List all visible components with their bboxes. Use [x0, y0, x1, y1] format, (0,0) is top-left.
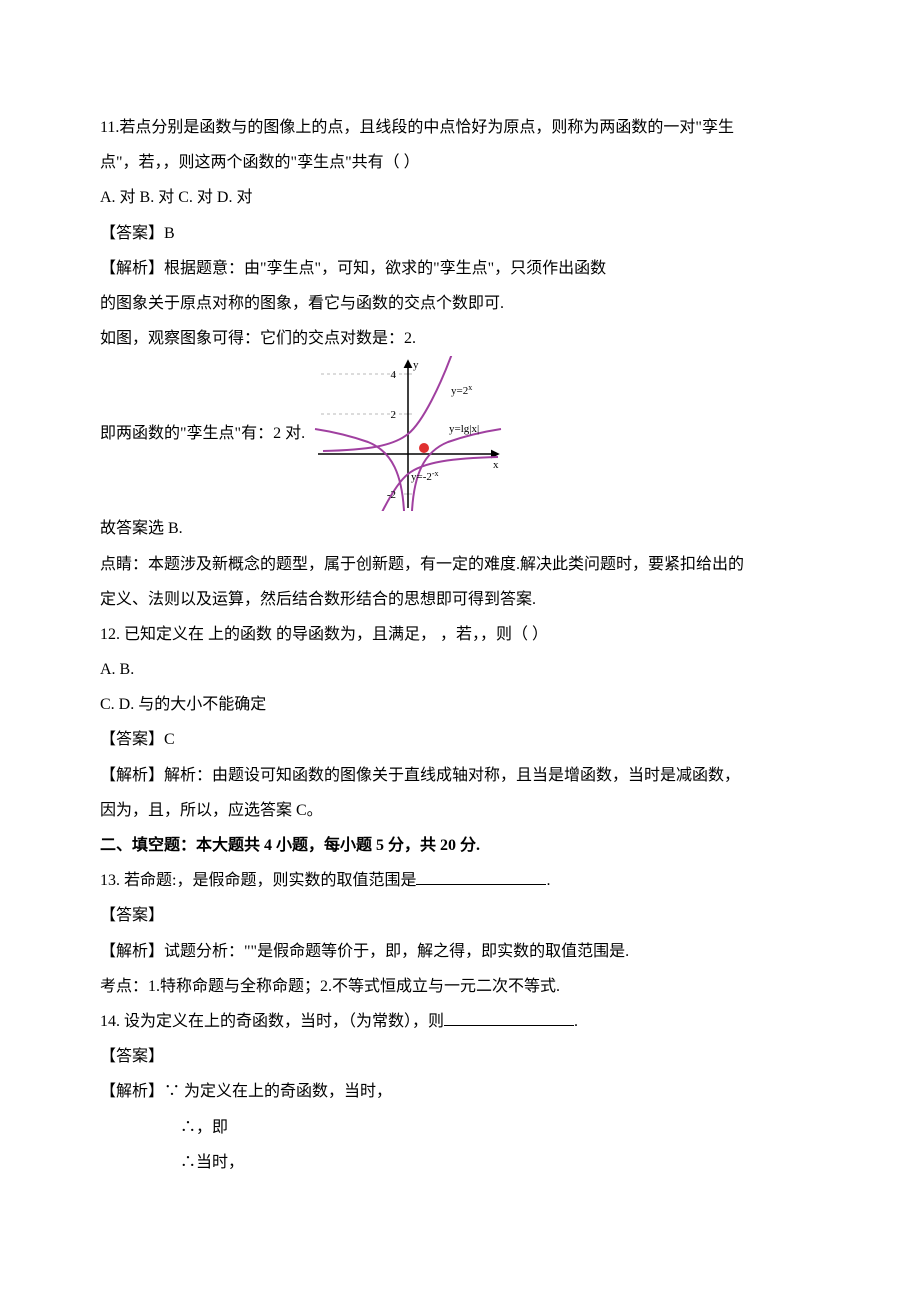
- svg-text:y=lg|x|: y=lg|x|: [449, 423, 479, 435]
- q13-exp: 【解析】试题分析：""是假命题等价于，即，解之得，即实数的取值范围是.: [100, 934, 820, 969]
- q11-figure-row: 即两函数的"孪生点"有：2 对. y x 2 4 -2 y=2x y=lg|x| y=-2-x: [100, 356, 820, 511]
- svg-text:4: 4: [391, 369, 397, 381]
- q12-options-ab: A. B.: [100, 652, 820, 687]
- q11-stem-b: 点"，若，，则这两个函数的"孪生点"共有（ ）: [100, 145, 820, 180]
- svg-text:y: y: [413, 359, 419, 371]
- q13-kaodian: 考点：1.特称命题与全称命题；2.不等式恒成立与一元二次不等式.: [100, 969, 820, 1004]
- q12-options-cd: C. D. 与的大小不能确定: [100, 687, 820, 722]
- q11-exp-2: 的图象关于原点对称的图象，看它与函数的交点个数即可.: [100, 286, 820, 321]
- svg-text:x: x: [493, 459, 499, 471]
- q11-options: A. 对 B. 对 C. 对 D. 对: [100, 180, 820, 215]
- q14-answer: 【答案】: [100, 1039, 820, 1074]
- q12-stem: 12. 已知定义在 上的函数 的导函数为，且满足， ，若，，则（ ）: [100, 617, 820, 652]
- q11-exp-3: 如图，观察图象可得：它们的交点对数是：2.: [100, 321, 820, 356]
- q14-blank: [444, 1009, 574, 1026]
- q11-exp-1: 【解析】根据题意：由"孪生点"，可知，欲求的"孪生点"，只须作出函数: [100, 251, 820, 286]
- q11-note-2: 定义、法则以及运算，然后结合数形结合的思想即可得到答案.: [100, 582, 820, 617]
- q14-exp-1: 【解析】∵ 为定义在上的奇函数，当时，: [100, 1074, 820, 1109]
- q13-stem-suffix: .: [546, 872, 550, 889]
- q14-stem-suffix: .: [574, 1013, 578, 1030]
- q13-blank: [416, 868, 546, 885]
- q13-stem-prefix: 13. 若命题:，是假命题，则实数的取值范围是: [100, 872, 416, 889]
- q11-answer: 【答案】B: [100, 216, 820, 251]
- q12-answer: 【答案】C: [100, 722, 820, 757]
- q12-exp-1: 【解析】解析：由题设可知函数的图像关于直线成轴对称，且当是增函数，当时是减函数，: [100, 758, 820, 793]
- q11-exp-5: 故答案选 B.: [100, 511, 820, 546]
- q11-exp-4: 即两函数的"孪生点"有：2 对.: [100, 416, 305, 451]
- section-2-heading: 二、填空题：本大题共 4 小题，每小题 5 分，共 20 分.: [100, 828, 820, 863]
- q14-exp-3: ∴当时，: [100, 1145, 820, 1180]
- q13-stem: 13. 若命题:，是假命题，则实数的取值范围是.: [100, 863, 820, 898]
- svg-text:2: 2: [391, 409, 397, 421]
- q11-chart: y x 2 4 -2 y=2x y=lg|x| y=-2-x: [313, 356, 503, 511]
- svg-text:y=-2-x: y=-2-x: [411, 469, 439, 484]
- q11-note-1: 点睛：本题涉及新概念的题型，属于创新题，有一定的难度.解决此类问题时，要紧扣给出…: [100, 547, 820, 582]
- svg-text:y=2x: y=2x: [451, 383, 472, 398]
- q12-exp-2: 因为，且，所以，应选答案 C。: [100, 793, 820, 828]
- svg-text:-2: -2: [387, 489, 396, 501]
- q13-answer: 【答案】: [100, 898, 820, 933]
- q14-stem-prefix: 14. 设为定义在上的奇函数，当时，（为常数），则: [100, 1013, 444, 1030]
- q14-stem: 14. 设为定义在上的奇函数，当时，（为常数），则.: [100, 1004, 820, 1039]
- q14-exp-2: ∴，即: [100, 1110, 820, 1145]
- q11-stem-a: 11.若点分别是函数与的图像上的点，且线段的中点恰好为原点，则称为两函数的一对"…: [100, 110, 820, 145]
